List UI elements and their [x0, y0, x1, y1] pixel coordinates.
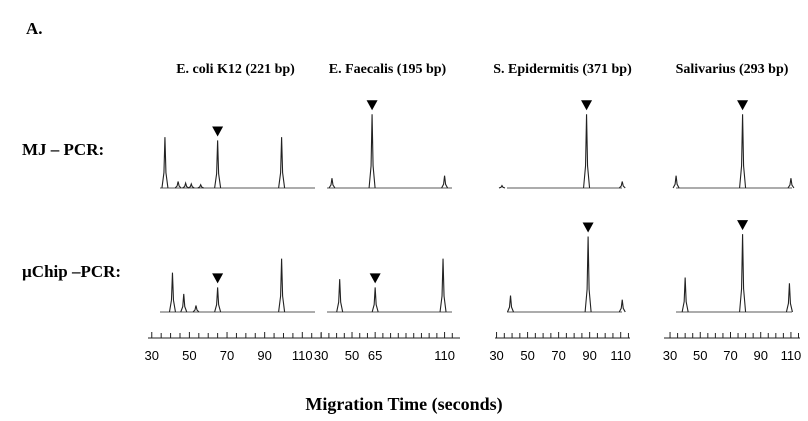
- peak: [739, 234, 747, 313]
- x-tick-label: 90: [582, 348, 596, 363]
- peak-marker: [366, 100, 378, 111]
- x-tick-label: 110: [434, 348, 455, 363]
- x-tick-label: 65: [368, 348, 382, 363]
- peak: [187, 182, 195, 189]
- peak: [336, 279, 344, 313]
- x-tick-label: 110: [292, 348, 313, 363]
- x-tick-label: 50: [182, 348, 196, 363]
- peak: [214, 287, 222, 313]
- peak: [182, 181, 189, 189]
- peak-marker: [212, 126, 224, 137]
- x-tick-label: 70: [551, 348, 565, 363]
- chart-title: E. coli K12 (221 bp): [176, 62, 295, 77]
- row-label: µChip –PCR:: [22, 262, 121, 281]
- x-tick-label: 110: [781, 348, 802, 363]
- peak: [439, 258, 447, 313]
- peak: [192, 305, 200, 313]
- row-label: MJ – PCR:: [22, 140, 104, 159]
- x-tick-label: 50: [345, 348, 359, 363]
- peak-marker: [581, 100, 593, 111]
- peak: [371, 287, 379, 313]
- x-tick-label: 50: [693, 348, 707, 363]
- peak: [672, 175, 680, 189]
- peak: [618, 299, 626, 313]
- chart-title: Salivarius (293 bp): [676, 62, 789, 77]
- peak-marker: [369, 273, 381, 284]
- peak: [498, 184, 506, 189]
- panel-label: A.: [26, 19, 43, 38]
- peak: [507, 295, 515, 313]
- peak: [180, 293, 188, 313]
- peak: [328, 178, 336, 189]
- x-tick-label: 30: [314, 348, 328, 363]
- peak: [739, 114, 747, 189]
- peak: [168, 272, 177, 313]
- x-axis-title: Migration Time (seconds): [305, 394, 502, 415]
- peak: [214, 140, 222, 189]
- peak: [681, 277, 689, 313]
- peak-marker: [212, 273, 224, 284]
- chart-title: E. Faecalis (195 bp): [329, 62, 447, 77]
- x-tick-label: 50: [520, 348, 534, 363]
- x-tick-label: 30: [663, 348, 677, 363]
- peak-marker: [737, 220, 749, 231]
- peak: [197, 183, 204, 189]
- peak: [368, 114, 376, 189]
- x-tick-label: 70: [723, 348, 737, 363]
- peak: [618, 181, 626, 189]
- peak: [174, 181, 182, 189]
- peak: [787, 178, 795, 189]
- peak-marker: [582, 222, 594, 233]
- x-tick-label: 90: [257, 348, 271, 363]
- peak: [161, 137, 169, 189]
- x-tick-label: 30: [489, 348, 503, 363]
- x-tick-label: 70: [220, 348, 234, 363]
- peak: [785, 283, 793, 313]
- peak: [583, 114, 591, 189]
- chart-title: S. Epidermitis (371 bp): [493, 62, 632, 77]
- x-tick-label: 90: [753, 348, 767, 363]
- peak: [278, 258, 286, 313]
- x-tick-label: 110: [610, 348, 631, 363]
- peak: [278, 137, 286, 189]
- x-tick-label: 30: [145, 348, 159, 363]
- peak: [441, 175, 449, 189]
- peak: [584, 236, 592, 313]
- peak-marker: [737, 100, 749, 111]
